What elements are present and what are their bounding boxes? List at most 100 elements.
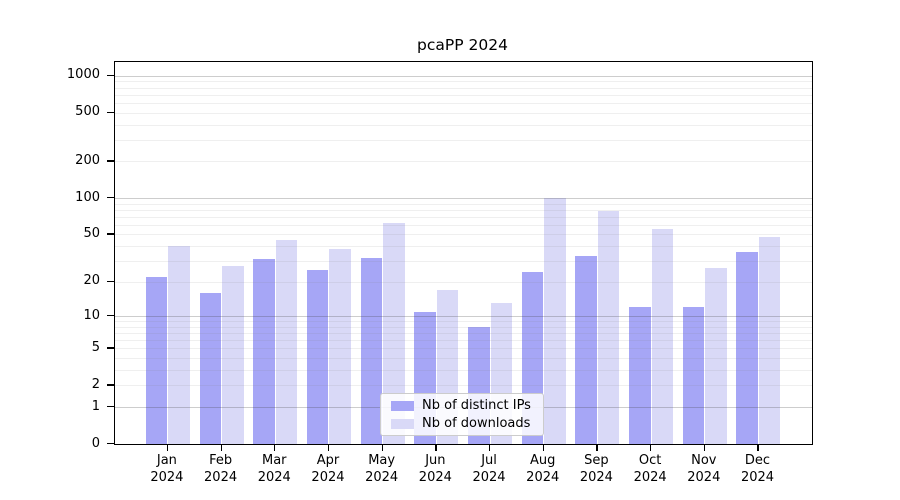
gridline-major-1000 bbox=[115, 75, 812, 77]
x-tick-mark bbox=[757, 444, 759, 451]
y-tick-mark bbox=[107, 406, 114, 408]
x-tick-mark bbox=[489, 444, 491, 451]
bar-distinct-ips-dec bbox=[736, 251, 758, 444]
gridline-minor-2 bbox=[115, 385, 812, 387]
gridline-minor-600 bbox=[115, 102, 812, 104]
gridline-minor-5 bbox=[115, 348, 812, 350]
x-tick-mark bbox=[435, 444, 437, 451]
legend-label-downloads: Nb of downloads bbox=[422, 416, 531, 431]
x-tick-label-mar: Mar 2024 bbox=[257, 453, 291, 485]
x-tick-mark bbox=[327, 444, 330, 451]
bar-downloads-mar bbox=[275, 239, 298, 444]
legend: Nb of distinct IPs Nb of downloads bbox=[380, 393, 544, 436]
gridline-minor-90 bbox=[115, 203, 812, 205]
gridline-minor-20 bbox=[115, 281, 812, 283]
y-tick-label-0: 0 bbox=[91, 435, 100, 451]
y-tick-label-50: 50 bbox=[83, 225, 100, 241]
y-tick-label-1: 1 bbox=[91, 398, 100, 414]
x-tick-mark bbox=[274, 444, 276, 451]
gridline-minor-300 bbox=[115, 139, 812, 141]
x-tick-mark bbox=[220, 444, 222, 451]
y-tick-mark bbox=[107, 74, 114, 76]
bar-downloads-apr bbox=[329, 248, 351, 444]
x-tick-label-nov: Nov 2024 bbox=[687, 453, 721, 485]
y-tick-mark bbox=[107, 443, 114, 445]
gridline-minor-3 bbox=[115, 370, 812, 372]
plot-area bbox=[114, 61, 813, 445]
gridline-minor-4 bbox=[115, 358, 812, 360]
y-tick-label-500: 500 bbox=[75, 104, 100, 120]
gridline-minor-8 bbox=[115, 326, 812, 328]
gridline-minor-70 bbox=[115, 216, 812, 218]
gridline-major-100 bbox=[115, 198, 812, 199]
x-tick-label-jan: Jan 2024 bbox=[150, 453, 184, 485]
x-tick-label-sep: Sep 2024 bbox=[579, 453, 613, 485]
y-tick-mark bbox=[107, 197, 114, 199]
y-tick-mark bbox=[107, 111, 114, 113]
y-tick-mark bbox=[107, 233, 114, 235]
x-tick-label-aug: Aug 2024 bbox=[526, 453, 560, 485]
bar-downloads-oct bbox=[651, 228, 674, 444]
bar-distinct-ips-may bbox=[360, 257, 383, 444]
x-tick-mark bbox=[596, 444, 598, 451]
y-tick-mark bbox=[107, 160, 114, 162]
gridline-minor-6 bbox=[115, 340, 812, 342]
gridline-minor-40 bbox=[115, 246, 812, 248]
bar-distinct-ips-apr bbox=[306, 270, 329, 444]
bar-downloads-dec bbox=[758, 236, 781, 444]
bar-downloads-nov bbox=[705, 268, 727, 444]
bar-downloads-aug bbox=[544, 198, 566, 444]
y-tick-label-5: 5 bbox=[91, 339, 100, 355]
bar-downloads-jan bbox=[168, 246, 190, 444]
y-tick-label-100: 100 bbox=[75, 189, 100, 205]
x-tick-mark bbox=[166, 444, 169, 451]
y-tick-label-1000: 1000 bbox=[66, 67, 100, 83]
x-tick-label-jul: Jul 2024 bbox=[472, 453, 506, 485]
legend-entry-distinct-ips: Nb of distinct IPs bbox=[381, 398, 543, 413]
legend-label-distinct-ips: Nb of distinct IPs bbox=[422, 398, 531, 413]
y-tick-mark bbox=[107, 347, 114, 349]
gridline-minor-80 bbox=[115, 209, 812, 211]
legend-swatch-distinct-ips bbox=[391, 400, 414, 411]
bar-distinct-ips-nov bbox=[682, 307, 705, 444]
legend-entry-downloads: Nb of downloads bbox=[381, 416, 543, 431]
y-tick-mark bbox=[107, 315, 114, 317]
legend-swatch-downloads bbox=[391, 418, 414, 429]
gridline-minor-700 bbox=[115, 94, 812, 96]
y-tick-label-2: 2 bbox=[91, 376, 100, 392]
gridline-minor-30 bbox=[115, 260, 812, 262]
gridline-minor-7 bbox=[115, 333, 812, 335]
x-tick-mark bbox=[703, 444, 705, 451]
chart-title: pcaPP 2024 bbox=[417, 36, 508, 54]
gridline-minor-50 bbox=[115, 234, 812, 236]
y-tick-mark bbox=[107, 384, 114, 386]
bar-distinct-ips-oct bbox=[629, 307, 651, 444]
x-tick-label-dec: Dec 2024 bbox=[740, 453, 775, 485]
x-tick-mark bbox=[381, 444, 383, 451]
x-tick-label-may: May 2024 bbox=[365, 453, 399, 485]
bar-downloads-sep bbox=[597, 211, 620, 444]
x-tick-mark bbox=[542, 444, 544, 451]
x-tick-label-jun: Jun 2024 bbox=[418, 453, 452, 485]
x-tick-label-apr: Apr 2024 bbox=[311, 453, 345, 485]
gridline-minor-800 bbox=[115, 87, 812, 89]
bar-distinct-ips-jan bbox=[145, 276, 168, 444]
bar-distinct-ips-mar bbox=[253, 259, 275, 444]
x-tick-label-oct: Oct 2024 bbox=[633, 453, 667, 485]
gridline-minor-400 bbox=[115, 124, 812, 126]
gridline-minor-9 bbox=[115, 321, 812, 323]
y-tick-label-200: 200 bbox=[75, 152, 100, 168]
x-tick-label-feb: Feb 2024 bbox=[204, 453, 238, 485]
bar-downloads-feb bbox=[222, 266, 244, 444]
y-tick-label-10: 10 bbox=[83, 307, 100, 323]
bar-distinct-ips-sep bbox=[575, 256, 597, 444]
y-tick-label-20: 20 bbox=[83, 273, 100, 289]
y-tick-mark bbox=[107, 280, 114, 282]
gridline-minor-900 bbox=[115, 81, 812, 83]
x-tick-mark bbox=[650, 444, 652, 451]
gridline-major-10 bbox=[115, 316, 812, 318]
bar-distinct-ips-feb bbox=[199, 293, 222, 444]
gridline-minor-200 bbox=[115, 161, 812, 163]
gridline-minor-60 bbox=[115, 224, 812, 226]
